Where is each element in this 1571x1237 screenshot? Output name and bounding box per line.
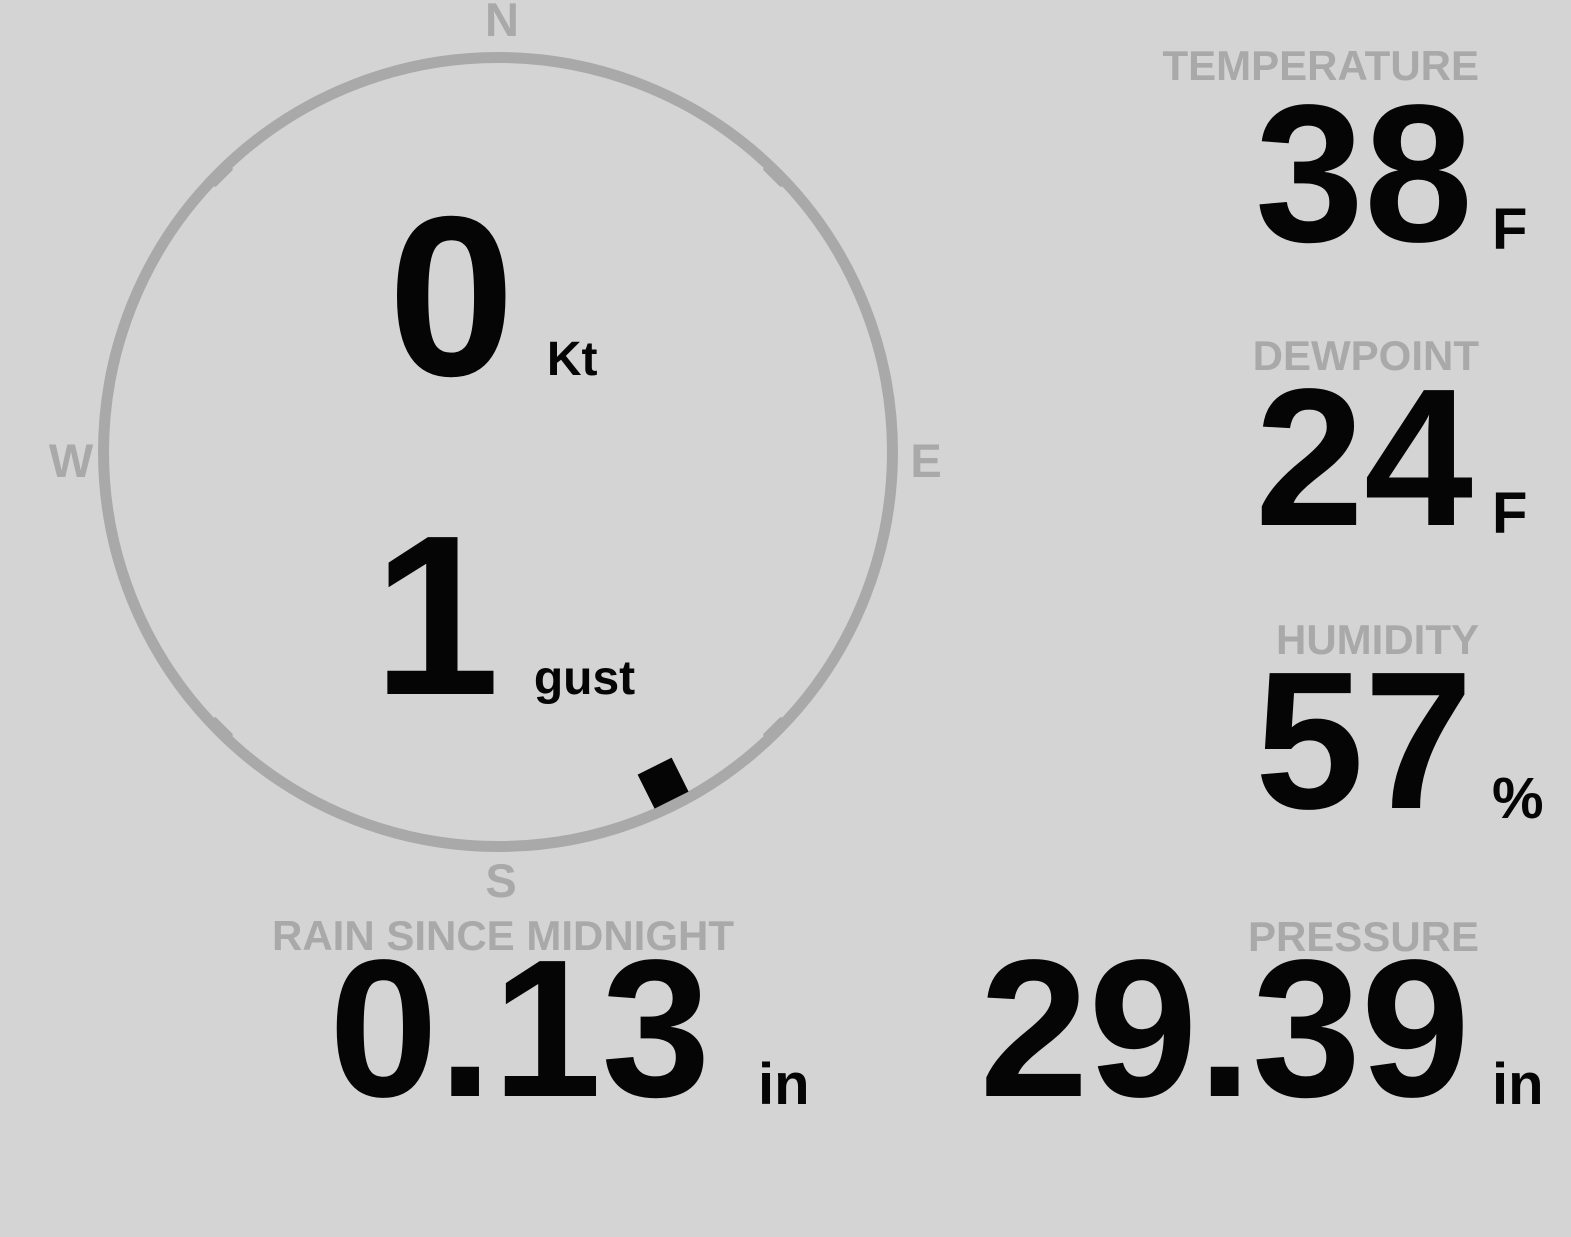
rain-label: RAIN SINCE MIDNIGHT <box>272 912 734 959</box>
humidity-value: 57 <box>1254 631 1473 850</box>
rain-unit: in <box>758 1052 810 1117</box>
pressure-value: 29.39 <box>979 919 1470 1138</box>
compass-circle <box>98 52 898 852</box>
rain-value: 0.13 <box>329 919 711 1138</box>
dewpoint-unit: F <box>1492 481 1528 546</box>
wind-gust-readout: 1 gust <box>373 486 635 747</box>
compass-label-east: E <box>910 434 942 487</box>
dewpoint-label: DEWPOINT <box>1252 332 1479 379</box>
pressure-label: PRESSURE <box>1247 913 1479 960</box>
humidity-label: HUMIDITY <box>1276 616 1479 663</box>
compass-label-north: N <box>485 0 519 46</box>
compass-label-south: S <box>485 854 517 907</box>
humidity-unit: % <box>1492 766 1544 831</box>
wind-speed-readout: 0 Kt <box>388 167 597 428</box>
temperature-unit: F <box>1492 197 1528 262</box>
temperature-value: 38 <box>1254 64 1473 283</box>
wind-gust-value: 1 <box>373 489 500 743</box>
dewpoint-value: 24 <box>1254 348 1473 567</box>
wind-gust-unit: gust <box>533 652 636 705</box>
pressure-unit: in <box>1492 1052 1544 1117</box>
wind-speed-unit: Kt <box>546 333 598 386</box>
wind-speed-value: 0 <box>388 170 515 424</box>
compass-label-west: W <box>48 434 94 487</box>
temperature-label: TEMPERATURE <box>1162 42 1479 89</box>
